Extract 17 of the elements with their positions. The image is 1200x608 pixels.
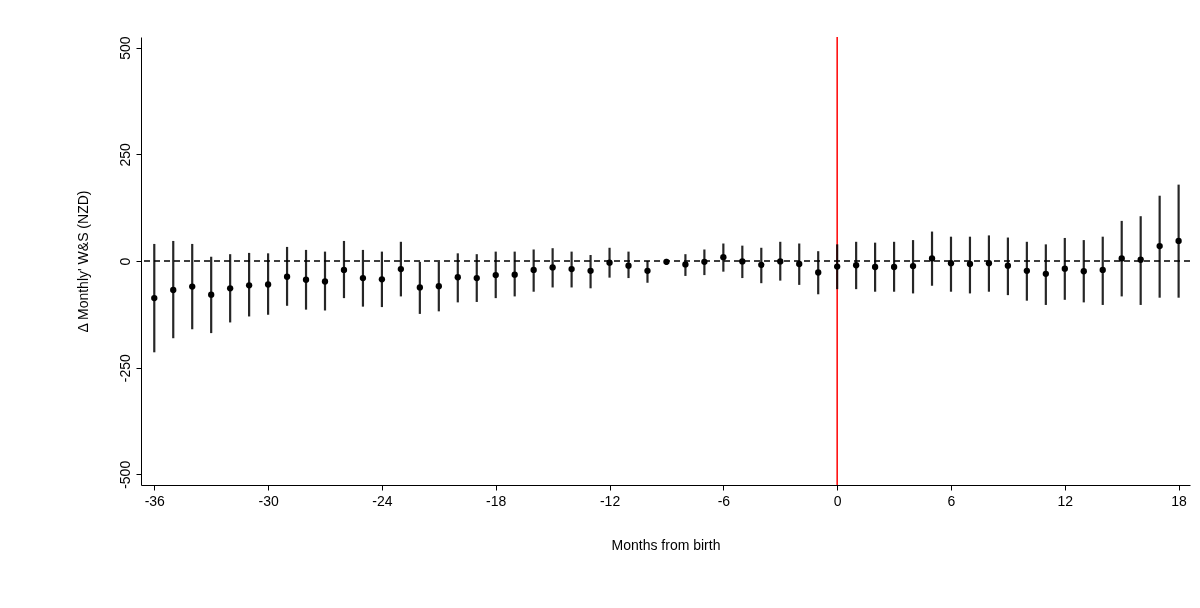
x-tick-label: 12: [1057, 492, 1074, 509]
y-axis-title: Δ Monthly' W&S (NZD): [74, 190, 91, 333]
x-tick-label: -24: [372, 492, 393, 509]
x-tick-label: 18: [1171, 492, 1188, 509]
x-tick-label: -30: [258, 492, 279, 509]
y-tick-label: 250: [116, 142, 133, 167]
x-tick-label: -18: [486, 492, 507, 509]
y-tick-label: 0: [116, 257, 133, 266]
x-tick-label: 0: [833, 492, 842, 509]
y-tick-label: -250: [116, 353, 133, 383]
x-axis-title: Months from birth: [611, 536, 721, 553]
y-tick-label: -500: [116, 460, 133, 489]
x-tick-label: -12: [599, 492, 621, 509]
x-tick-label: -6: [717, 492, 731, 509]
x-tick-label: -36: [144, 492, 166, 509]
x-tick-label: 6: [947, 492, 956, 509]
y-tick-label: 500: [116, 36, 133, 60]
